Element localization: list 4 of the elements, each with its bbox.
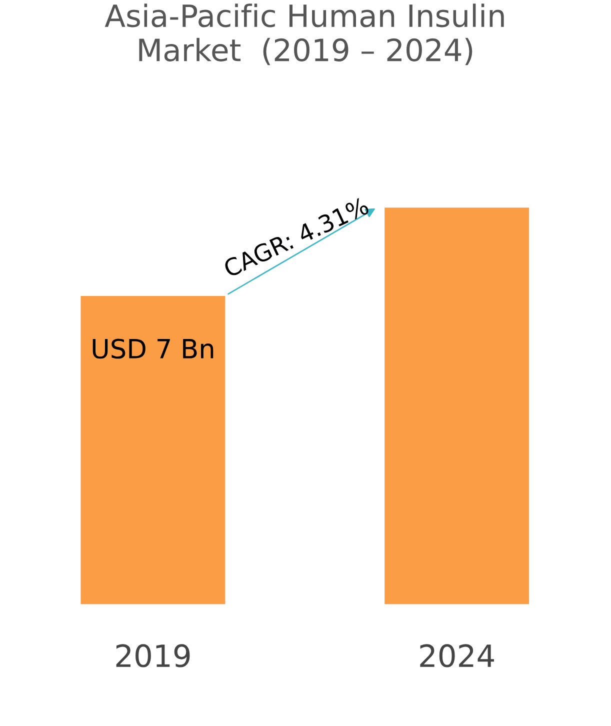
x-tick-label: 2019 [116, 644, 190, 668]
chart-title: Asia-Pacific Human Insulin Market (2019 – 2024) [104, 4, 504, 66]
data-label: USD 7 Bn [92, 338, 214, 359]
x-tick-label: 2024 [420, 644, 494, 668]
